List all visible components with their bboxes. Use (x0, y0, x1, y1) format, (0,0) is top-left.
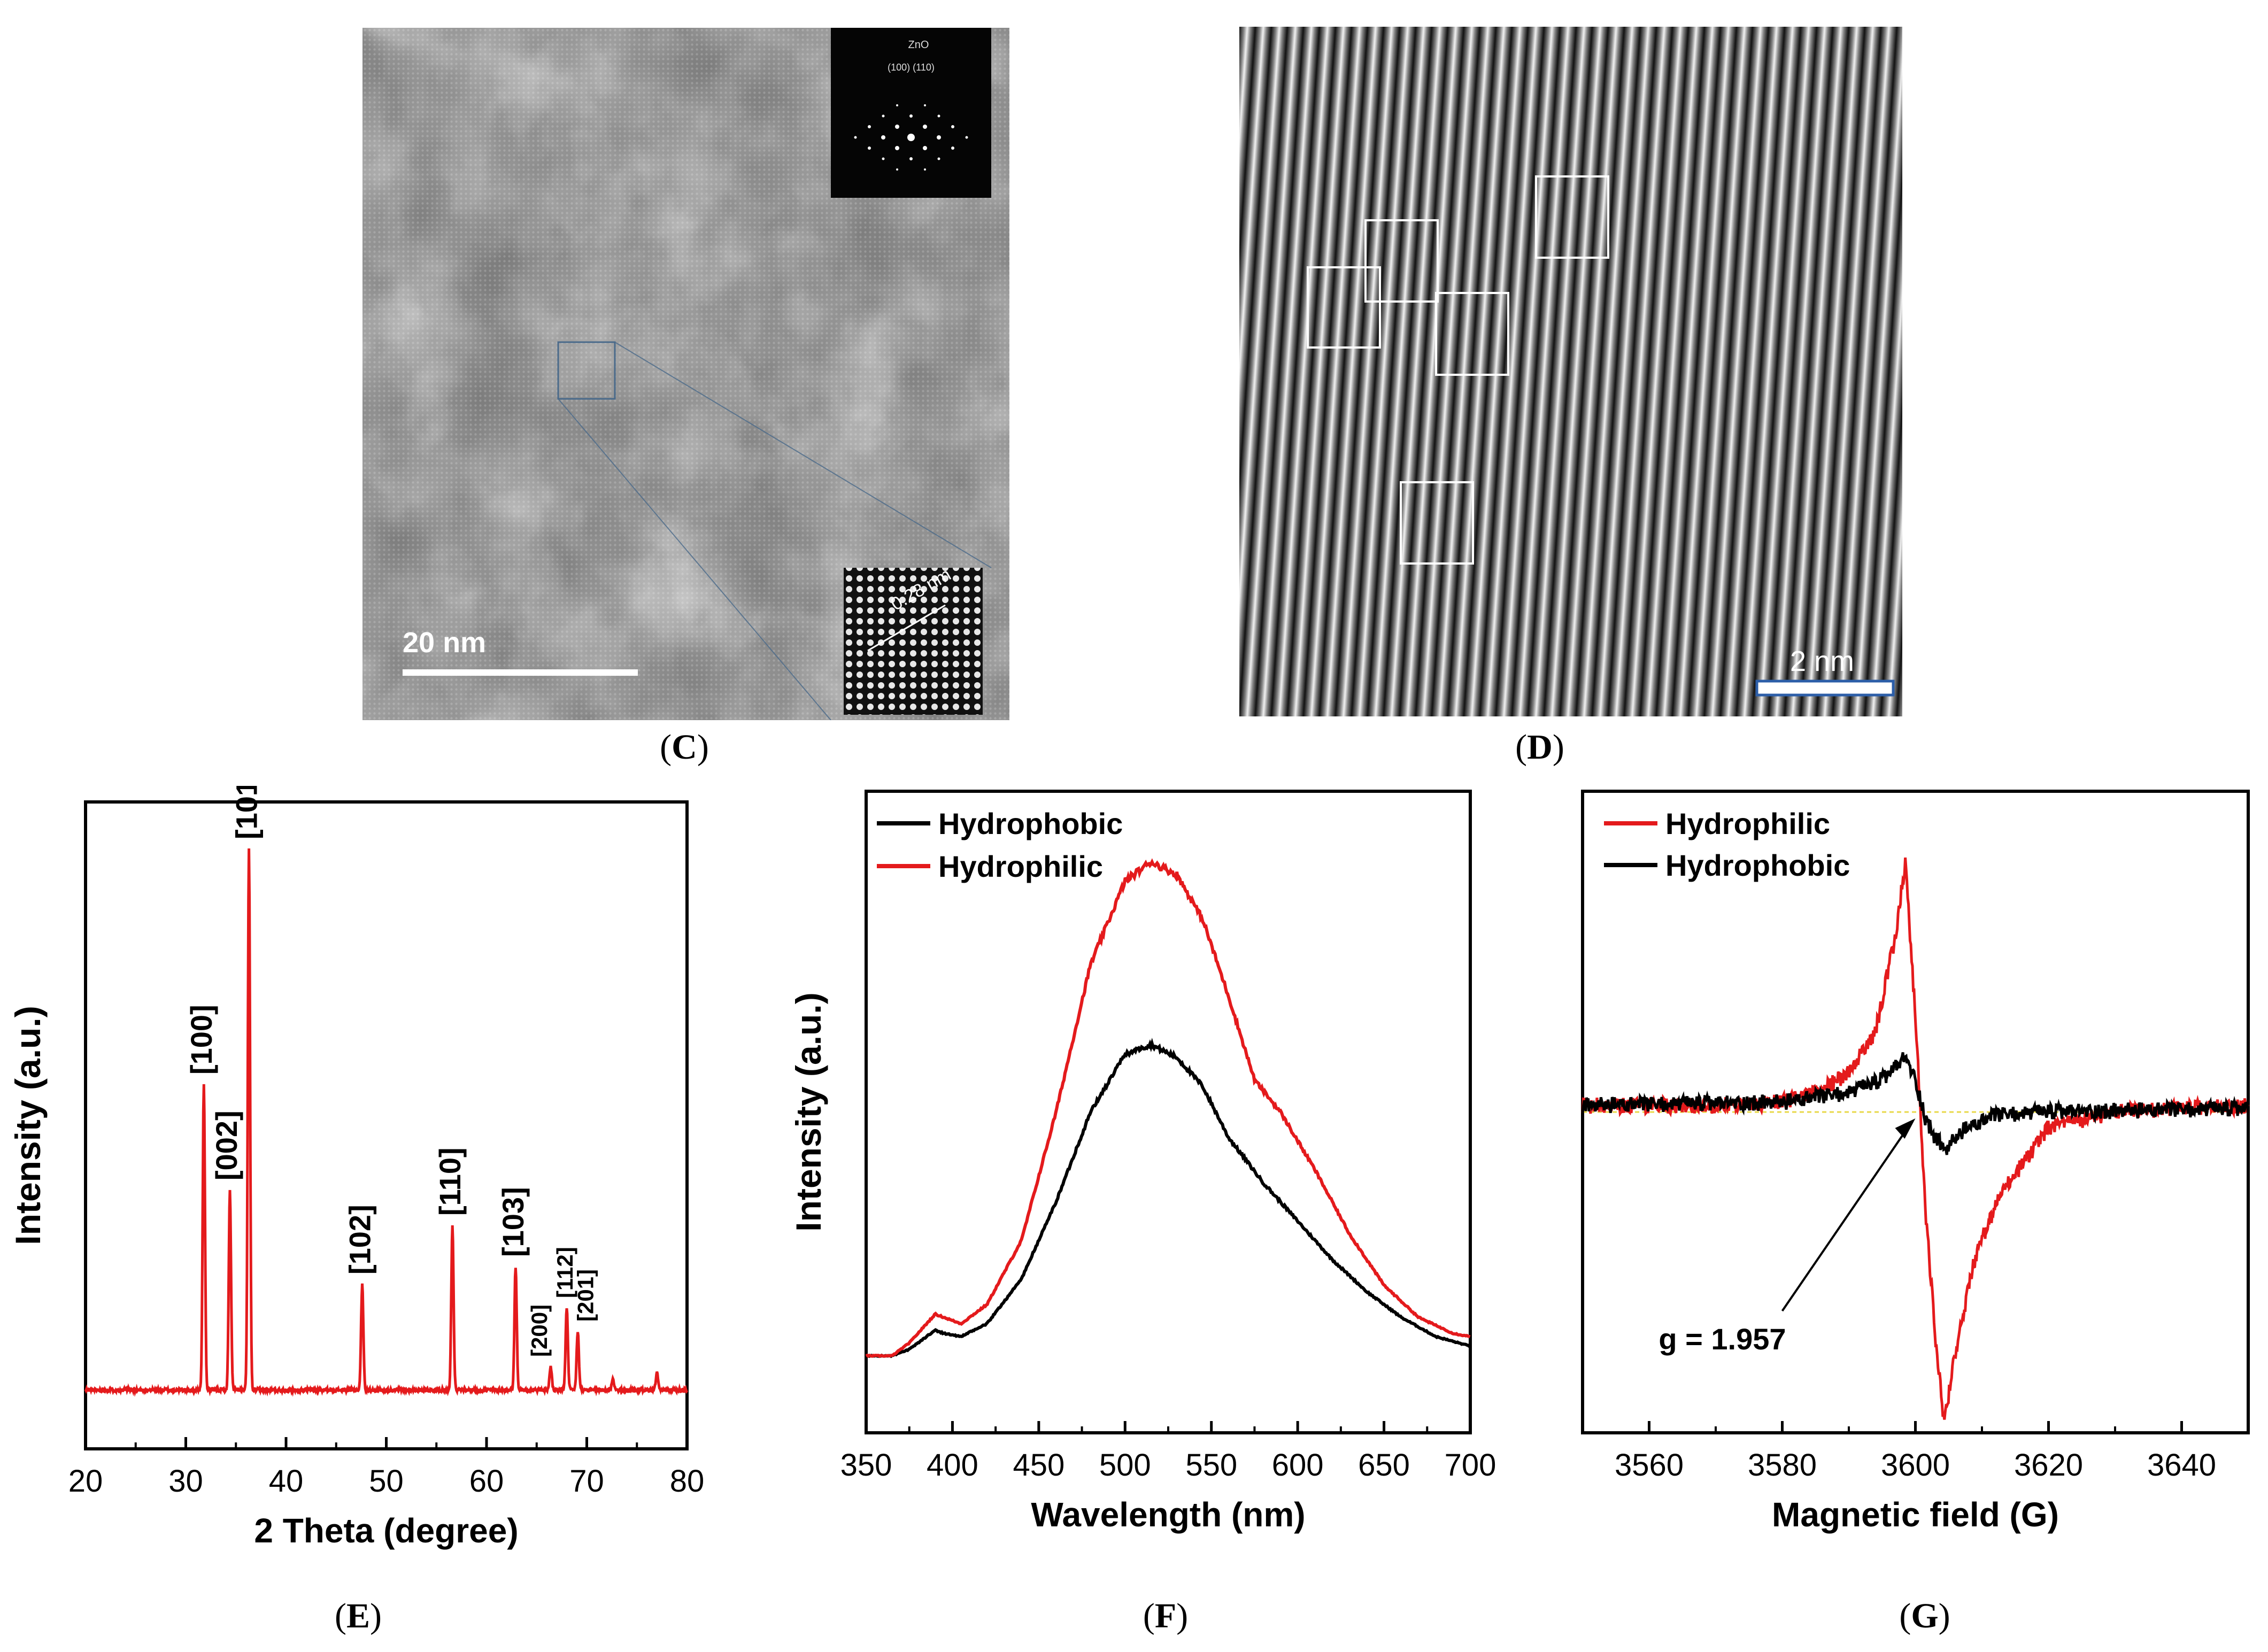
panel-c-tem-image: ZnO (100) (110) 0.28 nm 20 nm (362, 28, 1009, 720)
x-tick-label: 3640 (2147, 1448, 2216, 1483)
pl-series-hydrophilic (865, 858, 1471, 1358)
x-tick-label: 3600 (1881, 1448, 1950, 1483)
epr-series-hydrophobic (1581, 1052, 2249, 1155)
fft-planes-label: (100) (110) (888, 62, 935, 73)
xrd-peak-label: [102] (343, 1205, 376, 1275)
caption-e: (E) (335, 1596, 382, 1635)
panel-d-fringe-image: 2 nm (1239, 27, 1902, 716)
caption-c: (C) (660, 728, 709, 767)
xrd-peak-label: [200] (527, 1304, 552, 1357)
x-tick-label: 700 (1445, 1448, 1496, 1483)
lattice-inset: 0.28 nm (844, 564, 983, 715)
legend-label: Hydrophilic (1665, 807, 1830, 840)
fft-inset: ZnO (100) (110) (831, 28, 991, 198)
x-tick-label: 80 (670, 1464, 705, 1499)
y-axis-label: Intensity (a.u.) (789, 992, 828, 1231)
x-tick-label: 550 (1185, 1448, 1237, 1483)
x-tick-label: 50 (369, 1464, 404, 1499)
x-tick-label: 650 (1358, 1448, 1410, 1483)
xrd-peak-label: [110] (433, 1147, 467, 1216)
x-tick-label: 450 (1013, 1448, 1064, 1483)
xrd-peak-label: [101] (229, 786, 263, 839)
x-tick-label: 20 (68, 1464, 103, 1499)
scale-bar-d-label: 2 nm (1790, 645, 1854, 677)
legend-label: Hydrophobic (938, 807, 1123, 840)
x-axis-label: Wavelength (nm) (1031, 1495, 1305, 1534)
chart-e-xrd: 20 30 40 50 60 70 80 2 Theta (degree) Intensity … (8, 786, 705, 1550)
scale-bar-c (403, 669, 638, 676)
scale-bar-d (1755, 680, 1895, 697)
x-tick-label: 30 (168, 1464, 203, 1499)
chart-g-epr: 3560 3580 3600 3620 3640 Magnetic field (G) Hy… (1581, 790, 2250, 1534)
xrd-peak-label: [112] (552, 1247, 577, 1298)
x-axis-label: Magnetic field (G) (1772, 1495, 2059, 1534)
chart-f-pl: 350 400 450 500 550 600 650 700 Wavelength (nm) I… (789, 790, 1496, 1534)
scale-bar-c-label: 20 nm (403, 627, 486, 659)
annotation-arrowhead (1895, 1118, 1916, 1139)
legend-label: Hydrophobic (1665, 848, 1850, 882)
defect-boxes (1307, 175, 1609, 565)
y-axis-label: Intensity (a.u.) (8, 1006, 48, 1245)
plot-frame (84, 800, 689, 1450)
legend-label: Hydrophilic (938, 850, 1103, 883)
x-axis-label: 2 Theta (degree) (254, 1511, 518, 1550)
xrd-peak-label: [103] (496, 1187, 530, 1257)
x-tick-label: 60 (469, 1464, 504, 1499)
xrd-series-line (84, 848, 689, 1397)
xrd-peak-label: [201] (573, 1269, 598, 1322)
x-tick-label: 500 (1099, 1448, 1151, 1483)
caption-g: (G) (1899, 1596, 1950, 1635)
x-tick-label: 400 (927, 1448, 978, 1483)
xrd-peak-label: [002] (210, 1110, 243, 1180)
selection-box (557, 341, 616, 400)
fft-material-label: ZnO (908, 39, 929, 51)
xrd-peak-label: [100] (184, 1005, 218, 1075)
x-tick-label: 600 (1272, 1448, 1324, 1483)
x-tick-label: 3580 (1748, 1448, 1817, 1483)
g-factor-annotation: g = 1.957 (1658, 1322, 1786, 1356)
pl-series-hydrophobic (866, 1038, 1471, 1358)
x-tick-label: 40 (269, 1464, 304, 1499)
caption-d: (D) (1515, 728, 1564, 767)
x-tick-label: 3560 (1615, 1448, 1684, 1483)
x-tick-label: 3620 (2014, 1448, 2083, 1483)
caption-f: (F) (1143, 1596, 1189, 1635)
annotation-arrow (1781, 1125, 1910, 1312)
x-tick-label: 70 (569, 1464, 604, 1499)
x-tick-label: 350 (840, 1448, 892, 1483)
